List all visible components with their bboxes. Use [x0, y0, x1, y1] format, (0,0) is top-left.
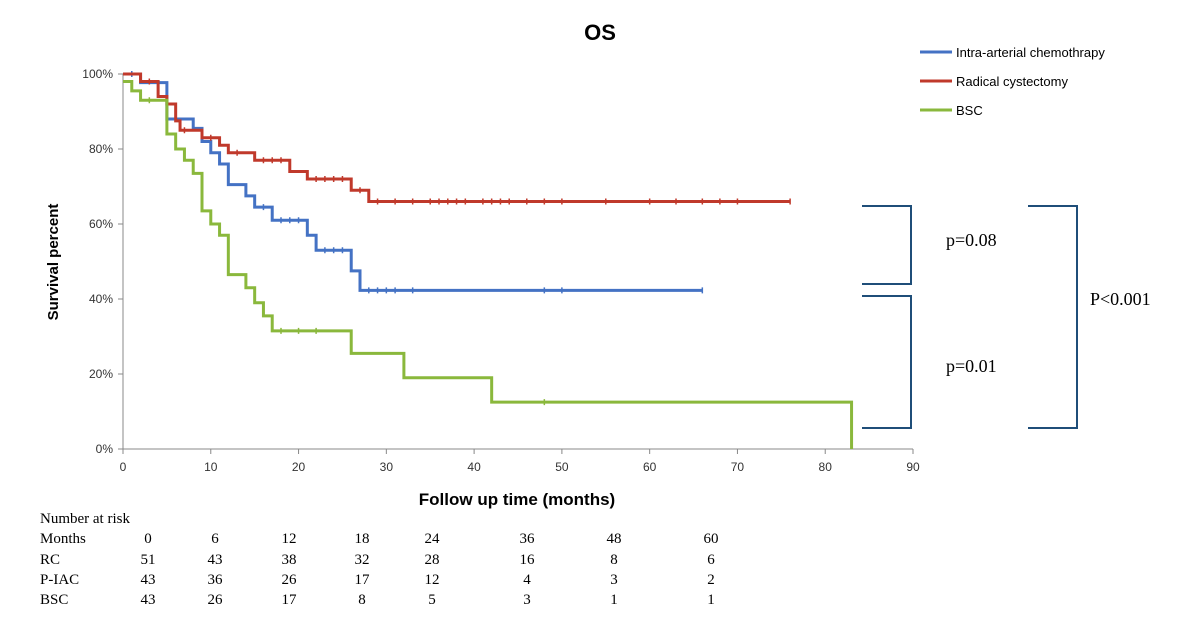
y-tick-label: 60% — [89, 217, 113, 231]
risk-month: 24 — [425, 531, 441, 547]
x-tick-label: 70 — [731, 460, 745, 474]
risk-row-label: BSC — [40, 592, 68, 608]
risk-month: 0 — [144, 531, 152, 547]
x-tick-label: 40 — [467, 460, 481, 474]
risk-value: 12 — [425, 572, 440, 588]
risk-value: 17 — [282, 592, 298, 608]
risk-value: 26 — [282, 572, 298, 588]
x-tick-label: 90 — [906, 460, 920, 474]
risk-value: 28 — [425, 552, 440, 568]
risk-value: 8 — [358, 592, 366, 608]
risk-month: 48 — [607, 531, 622, 547]
x-tick-label: 80 — [819, 460, 833, 474]
survival-curves — [123, 71, 854, 449]
x-tick-label: 20 — [292, 460, 306, 474]
bracket-iac-bsc — [862, 295, 912, 429]
x-tick-label: 60 — [643, 460, 657, 474]
risk-month: 60 — [704, 531, 719, 547]
p-value-rc-bsc: P<0.001 — [1090, 289, 1151, 309]
risk-value: 8 — [610, 552, 618, 568]
risk-table-header: Months — [40, 531, 86, 547]
risk-month: 36 — [520, 531, 536, 547]
x-tick-label: 10 — [204, 460, 218, 474]
p-value-iac-bsc: p=0.01 — [946, 356, 997, 376]
y-tick-label: 0% — [96, 442, 114, 456]
x-tick-label: 50 — [555, 460, 569, 474]
risk-table-title: Number at risk — [40, 511, 130, 527]
p-value-rc-iac: p=0.08 — [946, 230, 997, 250]
legend-label: BSC — [956, 103, 983, 118]
risk-value: 3 — [610, 572, 618, 588]
y-tick-label: 100% — [82, 67, 113, 81]
risk-value: 5 — [428, 592, 436, 608]
chart-title: OS — [584, 20, 616, 45]
risk-month: 6 — [211, 531, 219, 547]
risk-row-label: P-IAC — [40, 572, 79, 588]
risk-value: 4 — [523, 572, 531, 588]
y-tick-label: 80% — [89, 142, 113, 156]
risk-value: 43 — [208, 552, 223, 568]
risk-value: 36 — [208, 572, 224, 588]
risk-value: 38 — [282, 552, 297, 568]
bracket-rc-bsc — [1028, 205, 1078, 429]
risk-value: 16 — [520, 552, 536, 568]
risk-value: 26 — [208, 592, 224, 608]
risk-value: 43 — [141, 592, 156, 608]
x-tick-label: 30 — [380, 460, 394, 474]
y-axis-label: Survival percent — [45, 204, 62, 321]
bracket-rc-iac — [862, 205, 912, 285]
curve-iac — [123, 72, 703, 292]
y-tick-label: 40% — [89, 292, 113, 306]
risk-month: 12 — [282, 531, 297, 547]
plot-axes: 0% 20% 40% 60% 80% 100% 0 10 20 30 40 50 60 70 80 90 — [82, 67, 920, 474]
legend-label: Intra-arterial chemothrapy — [956, 45, 1105, 60]
significance-brackets: p=0.08 p=0.01 P<0.001 — [862, 205, 1151, 429]
risk-row-label: RC — [40, 552, 60, 568]
risk-value: 1 — [610, 592, 618, 608]
curve-rc — [123, 72, 791, 203]
risk-value: 32 — [355, 552, 370, 568]
y-tick-label: 20% — [89, 367, 113, 381]
risk-value: 1 — [707, 592, 715, 608]
x-tick-label: 0 — [120, 460, 127, 474]
risk-value: 51 — [141, 552, 156, 568]
legend-label: Radical cystectomy — [956, 74, 1068, 89]
risk-value: 17 — [355, 572, 371, 588]
chart-legend: Intra-arterial chemothrapy Radical cystec… — [920, 45, 1105, 118]
risk-value: 2 — [707, 572, 715, 588]
curve-bsc — [123, 80, 854, 449]
risk-month: 18 — [355, 531, 370, 547]
x-axis-label: Follow up time (months) — [419, 490, 615, 509]
risk-value: 3 — [523, 592, 531, 608]
risk-value: 43 — [141, 572, 156, 588]
risk-value: 6 — [707, 552, 715, 568]
